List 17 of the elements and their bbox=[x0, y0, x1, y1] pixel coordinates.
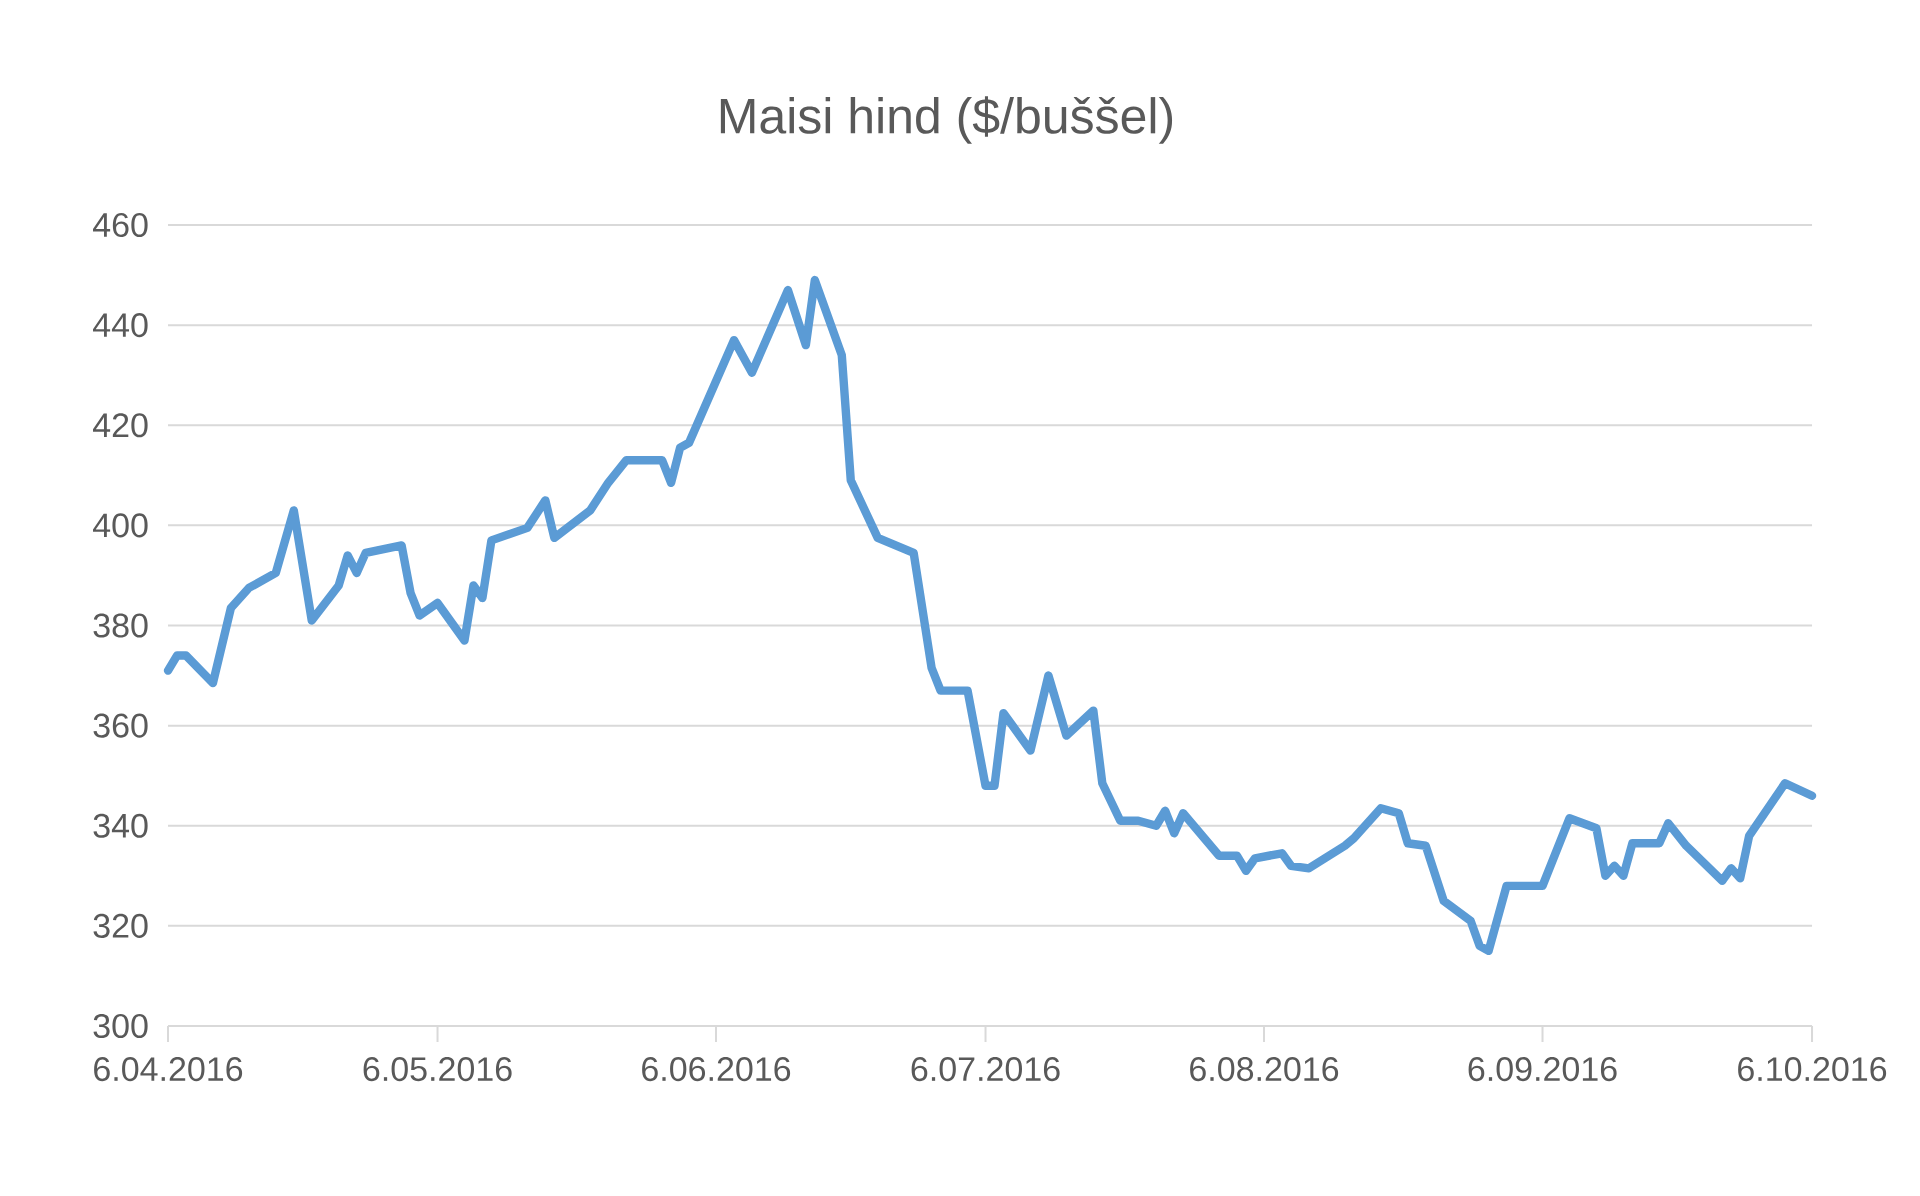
y-tick-label: 460 bbox=[93, 212, 148, 238]
y-tick-label: 300 bbox=[93, 1013, 148, 1039]
y-tick-label: 380 bbox=[93, 613, 148, 638]
x-tick-label: 6.09.2016 bbox=[1468, 1057, 1617, 1082]
x-tick-label: 6.07.2016 bbox=[911, 1057, 1060, 1082]
y-tick-label: 420 bbox=[93, 413, 148, 438]
x-tick-label: 6.04.2016 bbox=[94, 1057, 243, 1082]
y-tick-label: 360 bbox=[93, 713, 148, 738]
x-tick-label: 6.08.2016 bbox=[1190, 1057, 1339, 1082]
x-tick-label: 6.06.2016 bbox=[642, 1057, 791, 1082]
x-tick-label: 6.05.2016 bbox=[363, 1057, 512, 1082]
y-tick-label: 320 bbox=[93, 913, 148, 938]
chart-title: Maisi hind ($/buššel) bbox=[720, 96, 1173, 144]
x-tick-label: 6.10.2016 bbox=[1738, 1057, 1887, 1082]
y-tick-label: 340 bbox=[93, 813, 148, 838]
y-tick-label: 400 bbox=[93, 513, 148, 538]
y-tick-label: 440 bbox=[93, 313, 148, 338]
